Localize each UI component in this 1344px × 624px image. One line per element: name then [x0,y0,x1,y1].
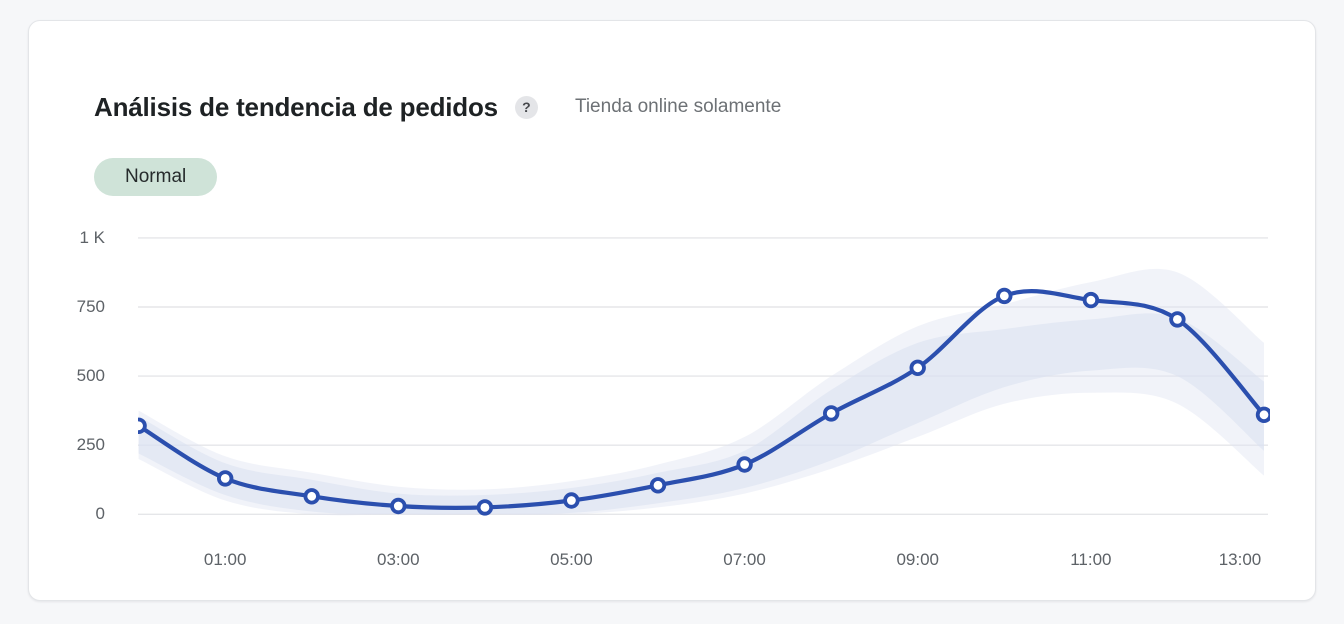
data-point-05:00[interactable] [563,492,580,509]
data-point-02:00[interactable] [303,488,320,505]
order-trend-plot[interactable] [138,228,1270,528]
data-point-13:00[interactable] [1255,406,1270,423]
data-point-00:00[interactable] [138,417,147,434]
data-point-08:00[interactable] [823,405,840,422]
data-point-11:00[interactable] [1082,291,1100,309]
chart-subtitle: Tienda online solamente [574,96,782,117]
data-point-09:00[interactable] [909,359,926,377]
data-point-07:00[interactable] [736,456,753,473]
confidence-band-outer [138,268,1265,516]
confidence-band-inner [138,313,1265,515]
data-point-03:00[interactable] [390,497,407,515]
data-point-10:00[interactable] [996,287,1013,305]
data-point-06:00[interactable] [649,477,667,494]
help-icon[interactable]: ? [514,95,538,119]
status-badge: Normal [94,158,218,196]
data-point-12:00[interactable] [1169,311,1186,328]
chart-title: Análisis de tendencia de pedidos [94,91,498,122]
data-point-04:00[interactable] [476,499,494,516]
order-trend-card: Análisis de tendencia de pedidos ? Tiend… [28,20,1316,601]
data-point-01:00[interactable] [216,470,234,487]
card-header: Análisis de tendencia de pedidos ? Tiend… [94,87,1275,127]
